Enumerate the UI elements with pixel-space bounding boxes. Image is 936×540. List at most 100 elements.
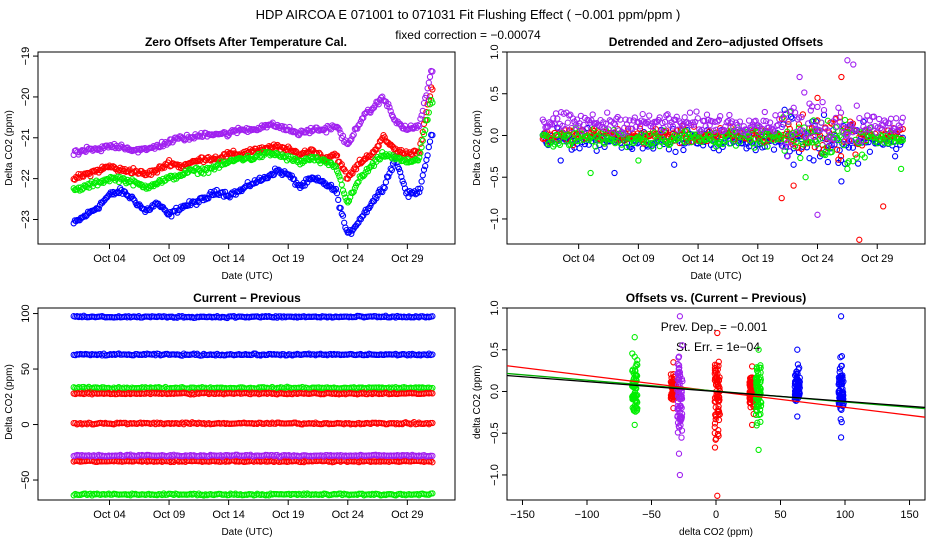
data-point (80, 213, 87, 221)
data-point (273, 143, 280, 150)
data-point (828, 148, 835, 156)
data-point (794, 413, 801, 420)
data-point (348, 136, 355, 143)
y-tick-label: 100 (20, 304, 32, 322)
data-point (338, 181, 345, 188)
data-point (798, 113, 805, 121)
data-point (744, 131, 751, 138)
data-point (423, 108, 430, 116)
data-point (656, 114, 663, 121)
data-point (648, 143, 656, 150)
data-point (420, 131, 428, 138)
data-point (837, 153, 845, 160)
data-point (424, 116, 431, 124)
data-point (113, 189, 120, 196)
data-point (672, 116, 679, 124)
x-tick-label: 150 (900, 509, 918, 521)
data-point (861, 117, 868, 124)
data-point (673, 113, 680, 120)
data-point (836, 118, 843, 125)
data-point (806, 138, 813, 146)
x-tick-label: 50 (774, 509, 786, 521)
data-point (583, 125, 590, 133)
data-point (824, 127, 832, 134)
data-point (425, 143, 432, 151)
data-point (333, 152, 341, 159)
data-point (387, 107, 394, 115)
data-point (626, 117, 633, 124)
data-point (568, 124, 575, 132)
data-point (651, 129, 658, 136)
x-tick-label: Oct 24 (332, 253, 364, 265)
data-point (780, 143, 787, 150)
data-point (837, 157, 845, 164)
data-point (419, 137, 426, 144)
data-point (790, 182, 797, 189)
data-point (601, 140, 608, 147)
y-tick-label: 50 (20, 363, 32, 375)
data-point (629, 145, 636, 153)
data-point (562, 125, 569, 133)
data-point (94, 146, 101, 153)
data-point (890, 135, 897, 142)
panel-3-xlabel: Date (UTC) (221, 527, 272, 538)
data-point (850, 61, 857, 68)
data-point (680, 137, 687, 144)
data-point (831, 135, 838, 143)
data-point (838, 353, 846, 360)
data-point (585, 136, 592, 144)
data-point (893, 145, 900, 153)
data-point (755, 446, 762, 454)
y-tick-label: 0.0 (489, 384, 501, 399)
data-point (898, 118, 905, 126)
x-tick-label: Oct 04 (93, 253, 125, 265)
data-point (814, 141, 821, 148)
data-point (386, 104, 393, 111)
data-point (810, 133, 817, 140)
data-point (86, 184, 93, 191)
data-point (345, 197, 353, 205)
data-point (686, 109, 694, 116)
data-point (619, 130, 627, 138)
data-point (424, 85, 431, 92)
data-point (710, 138, 717, 145)
y-tick-label: −21 (20, 128, 32, 147)
data-point (880, 203, 887, 210)
data-point (864, 112, 871, 119)
data-point (836, 132, 843, 139)
data-point (600, 139, 607, 146)
data-point (635, 157, 642, 164)
data-point (698, 126, 705, 134)
data-point (832, 114, 839, 122)
data-point (722, 123, 729, 130)
data-point (856, 236, 863, 243)
data-point (703, 135, 711, 142)
data-point (292, 147, 299, 155)
data-point (423, 92, 430, 99)
data-point (805, 120, 812, 127)
data-point (782, 110, 790, 117)
data-point (393, 154, 400, 161)
data-point (801, 89, 808, 96)
data-point (335, 196, 342, 204)
data-point (550, 115, 557, 122)
data-point (338, 161, 345, 168)
data-point (569, 115, 577, 122)
data-point (715, 116, 723, 124)
data-point (794, 346, 801, 353)
data-point (588, 132, 595, 139)
data-point (778, 142, 786, 149)
data-point (814, 94, 821, 102)
y-tick-label: 0.5 (489, 86, 501, 101)
data-point (807, 128, 814, 135)
data-point (573, 137, 581, 145)
data-point (790, 161, 797, 168)
data-point (229, 127, 236, 134)
data-point (676, 313, 684, 320)
prev-dep-annotation: Prev. Dep. = −0.001 (661, 320, 768, 334)
data-point (547, 135, 554, 142)
data-point (318, 156, 325, 163)
data-point (165, 157, 173, 164)
data-point (714, 118, 721, 125)
